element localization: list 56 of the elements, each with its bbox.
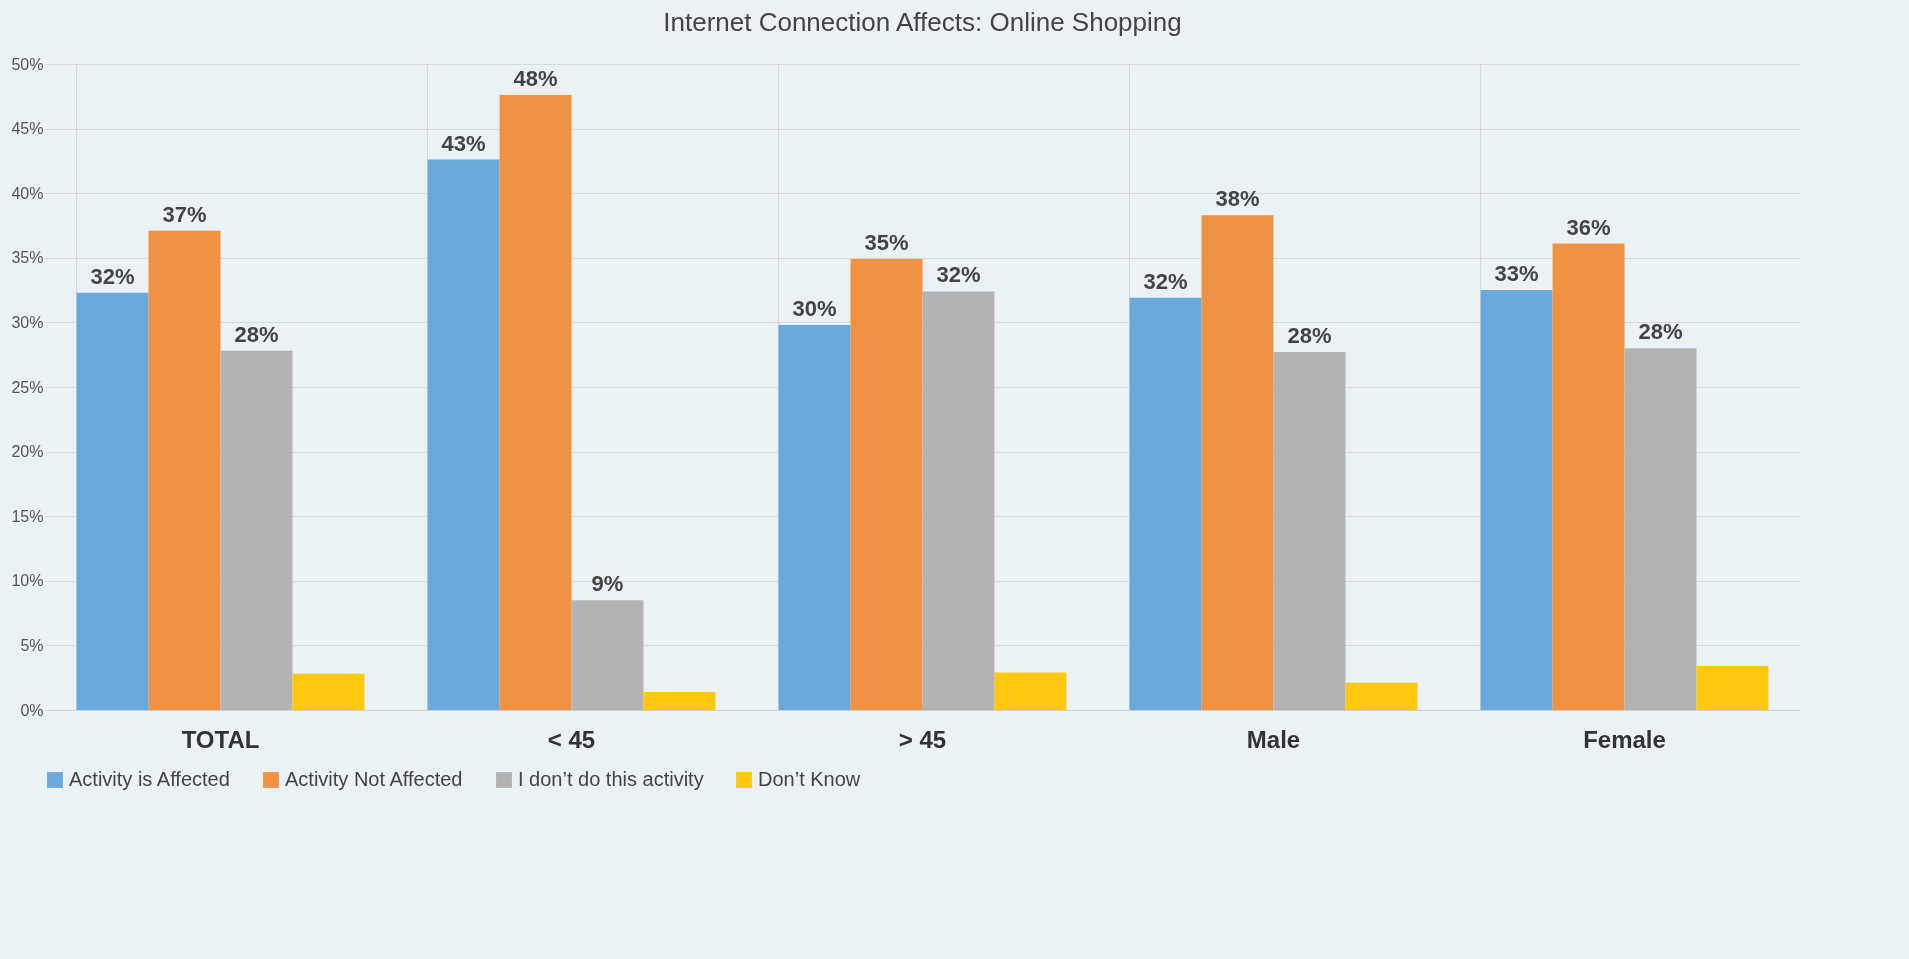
bar	[1624, 348, 1697, 710]
data-label: 37%	[162, 201, 207, 227]
bar	[1201, 215, 1274, 710]
bar	[778, 324, 851, 710]
x-tick-label: > 45	[898, 725, 947, 753]
data-label: 28%	[1638, 319, 1683, 345]
data-label: 35%	[864, 230, 909, 256]
x-tick-label: TOTAL	[181, 725, 260, 753]
x-tick-label: Female	[1583, 725, 1666, 753]
y-tick-label: 35%	[11, 249, 44, 267]
data-label: 33%	[1494, 261, 1539, 287]
data-label: 36%	[1566, 214, 1611, 240]
y-tick-label: 15%	[11, 507, 44, 525]
y-tick-label: 30%	[11, 313, 44, 331]
bar	[292, 673, 365, 710]
legend-label: Activity is Affected	[69, 768, 230, 790]
bar	[1480, 290, 1553, 710]
bar	[1696, 666, 1769, 710]
chart-title: Internet Connection Affects: Online Shopping	[663, 7, 1182, 37]
legend-label: Don’t Know	[758, 768, 861, 790]
bar	[427, 159, 500, 710]
data-label: 32%	[1143, 268, 1188, 294]
data-label: 28%	[234, 321, 279, 347]
data-label: 9%	[591, 571, 624, 597]
bar	[1552, 243, 1625, 710]
y-tick-label: 5%	[20, 636, 44, 654]
data-label: 43%	[441, 130, 486, 156]
bar	[994, 672, 1067, 710]
bar	[76, 292, 149, 710]
bar	[220, 350, 293, 710]
data-label: 32%	[936, 262, 981, 288]
legend-label: Activity Not Affected	[285, 768, 463, 790]
bar	[850, 259, 923, 710]
bar	[499, 95, 572, 710]
x-tick-label: < 45	[547, 725, 596, 753]
y-tick-label: 25%	[11, 378, 44, 396]
data-label: 30%	[792, 295, 837, 321]
x-tick-label: Male	[1246, 725, 1301, 753]
bar	[643, 691, 716, 710]
data-label: 38%	[1215, 186, 1260, 212]
y-tick-label: 20%	[11, 443, 44, 461]
y-tick-label: 40%	[11, 184, 44, 202]
y-tick-label: 0%	[20, 701, 44, 719]
y-tick-label: 50%	[11, 55, 44, 73]
bar	[1345, 682, 1418, 710]
data-label: 28%	[1287, 323, 1332, 349]
y-tick-label: 10%	[11, 572, 44, 590]
bar	[571, 600, 644, 710]
bar	[1129, 297, 1202, 710]
bar	[148, 230, 221, 710]
legend-label: I don’t do this activity	[518, 768, 704, 790]
bar	[922, 291, 995, 710]
data-label: 48%	[513, 66, 558, 92]
bar	[1273, 352, 1346, 710]
y-tick-label: 45%	[11, 120, 44, 138]
data-label: 32%	[90, 263, 135, 289]
